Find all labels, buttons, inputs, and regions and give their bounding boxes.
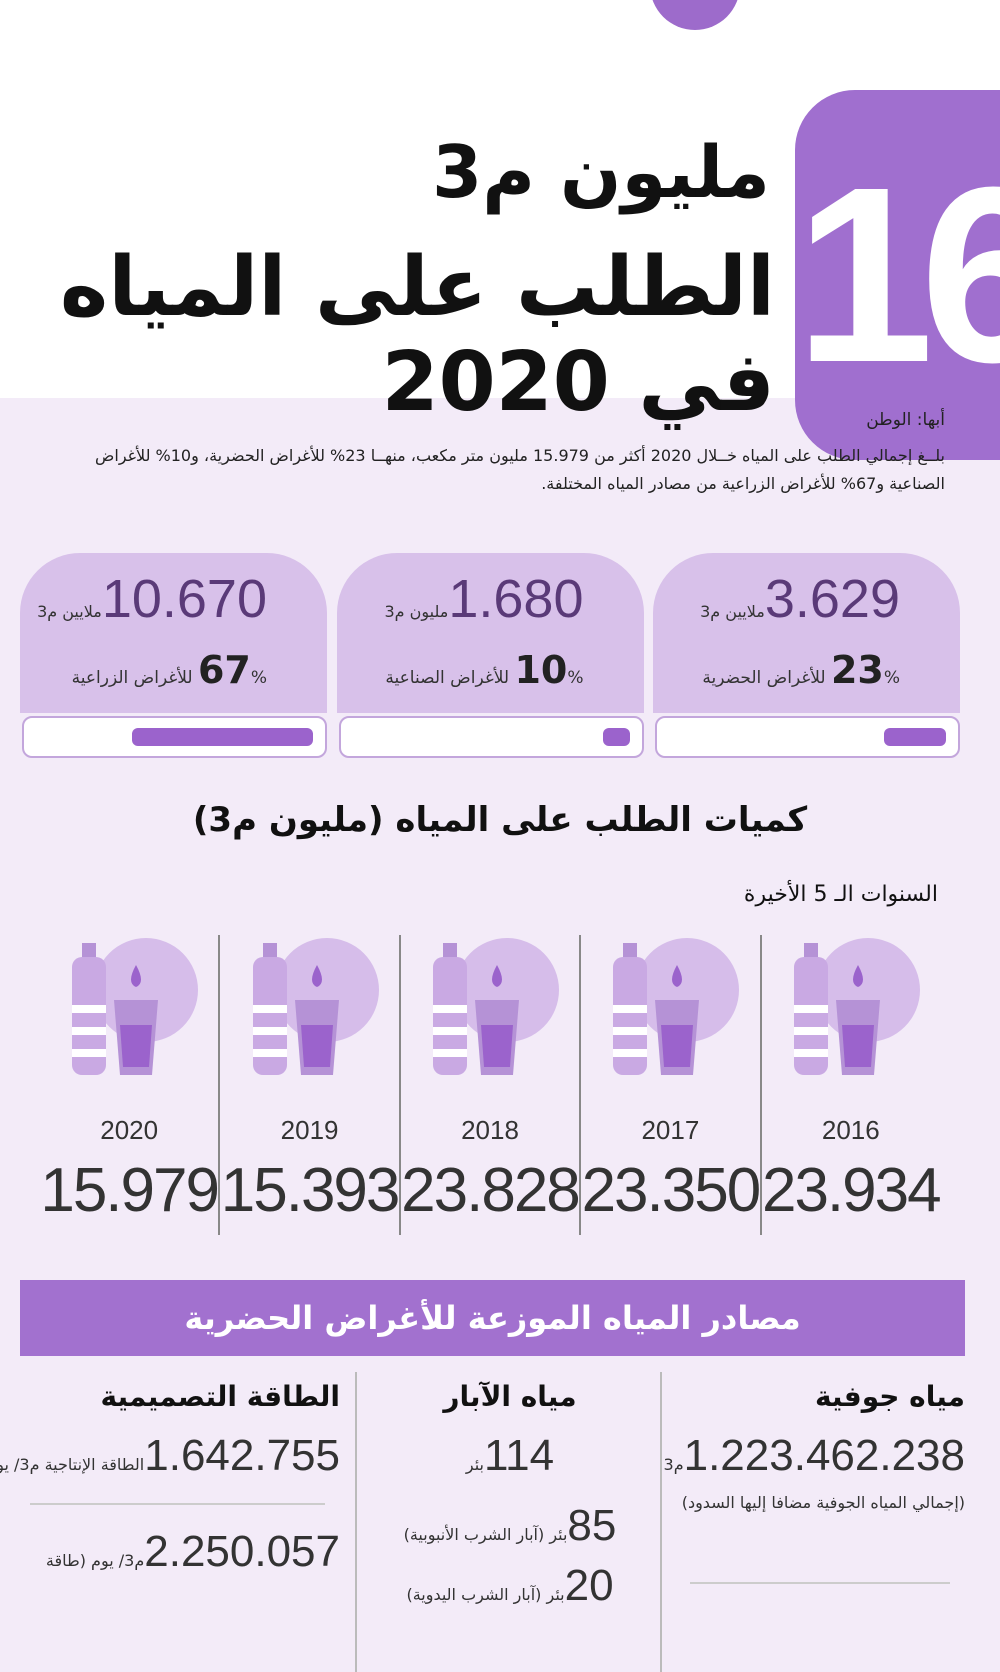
year-column: 2017 23.350 [581,935,762,1235]
value-row: 1.223.462.238م3 [664,1431,965,1481]
groundwater: مياه جوفية 1.223.462.238م3 (إجمالي الميا… [664,1380,970,1672]
year-column: 2018 23.828 [401,935,582,1235]
cards: 3.629ملايين م3 23% للأغراض الحضرية 1.680مل… [20,553,960,758]
value-row: 1.642.755الطاقة الإنتاجية م3/ يوم [0,1431,340,1481]
bar [602,728,630,746]
year: 2016 [821,1115,880,1145]
value: 3.629 [764,569,900,629]
percent-label: % للأغراض الصناعية [385,668,584,688]
unit: م3/ يوم (طاقة [45,1551,145,1570]
section-title: كميات الطلب على المياه (مليون م3) [192,800,808,840]
unit: مليون م3 [384,602,449,621]
value-row: 2.250.057م3/ يوم (طاقة [10,1527,340,1577]
card-percent: 10% للأغراض الصناعية [385,648,583,692]
unit: بئر [465,1455,484,1474]
year: 2019 [280,1115,339,1145]
year-value: 23.828 [401,1156,581,1225]
year-value: 15.393 [220,1156,401,1225]
icon-wrap [581,935,759,1089]
years: 2016 23.934 2017 23.350 2018 23.828 2019 15.393… [40,935,942,1235]
source: أبها: الوطن [866,410,945,430]
value: 2.250.057 [144,1527,340,1576]
unit: م3 [663,1455,684,1474]
value: 1.223.462.238 [683,1431,965,1480]
bar [132,728,313,746]
unit: ملايين م3 [700,602,765,621]
year-value: 23.350 [581,1156,762,1225]
year-column: 2019 15.393 [220,935,401,1235]
value: 85 [567,1501,617,1550]
divider [355,1372,357,1672]
value: 1.642.755 [144,1431,340,1480]
value: 114 [483,1431,555,1480]
card-value: 3.629ملايين م3 [700,568,900,630]
unit: ملايين م3 [37,602,102,621]
year-column: 2016 23.934 [761,935,942,1235]
percent-label: % للأغراض الحضرية [702,668,900,688]
icon [252,938,379,1075]
bar-track [338,716,644,758]
icon [432,938,559,1075]
icon-wrap [40,935,218,1089]
intro-text: بلــغ إجمالي الطلب على المياه خــلال 202… [95,446,945,493]
year: 2020 [100,1115,159,1145]
year-value: 15.979 [40,1156,220,1225]
percent: 67 [197,648,251,692]
wells: مياه الآبار 114بئر 85بئر (آبار الشرب الأ… [360,1380,660,1672]
bar [883,728,946,746]
bar-track [22,716,327,758]
capacity: الطاقة التصميمية 1.642.755الطاقة الإنتاج… [0,1380,345,1672]
rule [30,1503,325,1505]
icon [72,938,199,1075]
value-row: 20بئر (آبار الشرب اليدوية) [360,1561,660,1611]
card-percent: 23% للأغراض الحضرية [702,648,900,692]
unit: بئر (آبار الشرب الأنبوبية) [403,1525,568,1544]
title-line: الطلب على المياه في 2020 [59,240,775,430]
percent: 10 [514,648,568,692]
badge-number: 16 [795,135,1000,414]
card-percent: 67% للأغراض الزراعية [72,648,267,692]
year-value: 23.934 [761,1156,942,1225]
section-subtitle: السنوات الـ 5 الأخيرة [743,882,938,907]
icon [613,938,740,1075]
unit: بئر (آبار الشرب اليدوية) [406,1585,565,1604]
bar-track [655,716,960,758]
banner: مصادر المياه الموزعة للأغراض الحضرية [20,1280,965,1356]
percent-label: % للأغراض الزراعية [71,668,267,688]
year-column: 2020 15.979 [40,935,221,1235]
card-value: 10.670ملايين م3 [37,568,267,630]
card: 3.629ملايين م3 23% للأغراض الحضرية [653,553,960,758]
card: 1.680مليون م3 10% للأغراض الصناعية [336,553,644,758]
icon [793,938,920,1075]
value-row: 114بئر [360,1431,660,1481]
decor-circle [650,0,740,30]
heading: مياه الآبار [443,1380,577,1413]
card-body [20,553,327,713]
rule [690,1582,950,1584]
card-body [653,553,960,713]
card: 10.670ملايين م3 67% للأغراض الزراعية [20,553,327,758]
percent: 23 [830,648,884,692]
year: 2017 [641,1115,700,1145]
unit: الطاقة الإنتاجية م3/ يوم [0,1455,145,1474]
heading: مياه جوفية [814,1380,965,1413]
icon-wrap [762,935,940,1089]
card-value: 1.680مليون م3 [384,568,583,630]
badge [795,90,1000,460]
icon-wrap [220,935,398,1089]
value: 10.670 [101,569,267,629]
divider [660,1372,662,1672]
note: (إجمالي المياه الجوفية مضافا إليها السدو… [681,1493,965,1512]
value-row: 85بئر (آبار الشرب الأنبوبية) [360,1501,660,1551]
value: 20 [564,1561,614,1610]
card-body [336,553,644,713]
heading: الطاقة التصميمية [100,1380,340,1413]
icon-wrap [401,935,579,1089]
value: 1.680 [448,569,584,629]
title-line: مليون م3 [432,130,770,214]
year: 2018 [461,1115,519,1145]
